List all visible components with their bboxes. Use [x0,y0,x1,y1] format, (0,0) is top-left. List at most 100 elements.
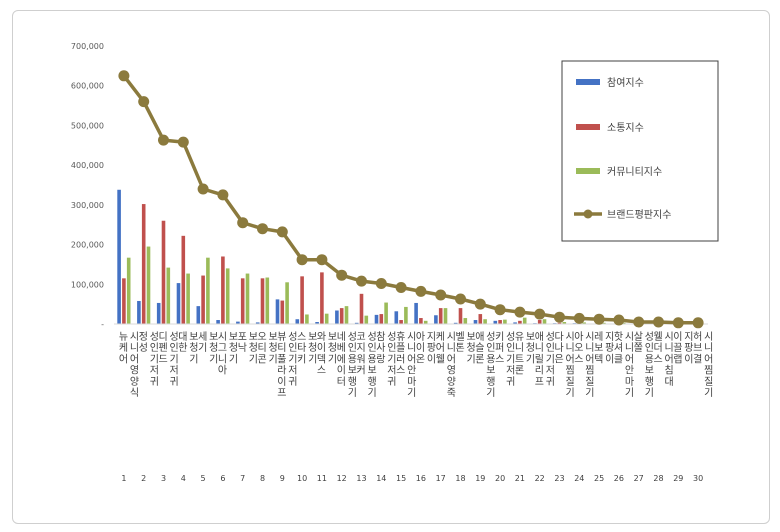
legend-label: 커뮤니티지수 [607,166,662,178]
category-label: 세 기보 청 기 [198,331,218,365]
bar-소통지수 [221,256,225,324]
bar-커뮤니티지수 [186,273,190,324]
category-label: 뉴 케 어시 니 어 영 양 식 [119,331,139,399]
category-label: 살 쫄성 인 용 보 행 기 [634,331,654,399]
y-axis: - 100,000 200,000 300,000 400,000 500,000 600,… [71,42,104,329]
bar-커뮤니티지수 [384,302,388,324]
line-point [197,183,209,195]
category-index: 24 [574,474,584,483]
category-index: 28 [653,474,663,483]
bar-참여지수 [453,322,458,324]
legend-label: 브랜드평판지수 [607,209,671,221]
line-point [395,282,407,293]
bar-커뮤니티지수 [206,257,210,324]
bar-소통지수 [181,235,186,324]
category-index: 25 [594,474,604,483]
line-point [276,226,288,238]
category-label: 이 끌 랩지 팡 이 [673,331,693,365]
category-index: 7 [240,474,245,483]
bar-커뮤니티지수 [404,306,408,324]
category-label: 다 나 은시 니 어 찜 질 기 [555,331,575,399]
category-label: 오 티 콘보 청 기 [258,331,278,365]
bar-커뮤니티지수 [245,273,250,324]
bar-커뮤니티지수 [503,319,507,324]
category-label: 아 오 스시 니 어 찜 질 기 [574,331,594,399]
bar-소통지수 [240,278,245,324]
category-label: 포 낙보 청 기 [238,331,258,365]
line-point [237,217,249,229]
category-label: 휴 플 러 스시 니 어 안 마 기 [396,331,416,399]
category-label: 와 이 덱 스보 청 기 [317,331,337,377]
y-tick-label: 400,000 [71,161,104,170]
category-label: 웰 더 스시 니 어 침 대 [654,331,674,388]
category-index: 9 [280,474,285,483]
category-index: 1 [121,474,126,483]
legend-swatch [576,79,600,85]
bar-커뮤니티지수 [621,322,626,324]
category-label: 대 한보 청 기 [178,331,198,365]
bar-소통지수 [419,318,423,324]
line-point [257,223,268,235]
category-label: 디 펜 드성 인 기 저 귀 [159,331,179,388]
y-tick-label: 700,000 [71,42,104,51]
line-point [455,293,466,305]
bar-참여지수 [295,319,300,324]
y-tick-label: 600,000 [71,82,104,91]
bar-참여지수 [394,311,399,324]
category-label: 시 그 니 아보 청 기 [218,331,238,377]
line-point [672,317,684,329]
category-label: 케 어 웰시 니 어 영 양 죽 [436,331,456,399]
line-point [118,70,130,82]
bar-소통지수 [161,220,166,324]
bar-소통지수 [320,272,324,324]
bar-커뮤니티지수 [166,267,171,324]
line-point [177,136,189,148]
line-point [494,304,506,316]
bar-소통지수 [260,278,265,324]
legend-label: 참여지수 [607,77,644,89]
category-index: 4 [181,474,186,483]
bar-커뮤니티지수 [562,322,567,324]
line-point [554,311,565,323]
bar-참여지수 [374,314,379,324]
bar-커뮤니티지수 [344,306,349,324]
bar-참여지수 [493,320,498,324]
y-tick-label: - [101,320,104,329]
bar-참여지수 [275,299,280,324]
bar-커뮤니티지수 [582,322,586,324]
category-label: 애 슬 론성 인 용 보 행 기 [475,331,495,399]
line-point [316,254,328,266]
bar-커뮤니티지수 [522,317,527,324]
bar-참여지수 [473,320,478,324]
bar-참여지수 [513,322,517,324]
y-tick-label: 200,000 [71,241,104,250]
line-point [138,96,150,108]
bar-커뮤니티지수 [463,318,468,324]
category-index: 16 [416,474,426,483]
category-label: 키 퍼 스성 인 기 저 귀 [495,331,515,388]
bar-소통지수 [122,278,126,324]
category-index: 14 [376,474,386,483]
bar-참여지수 [255,322,260,324]
line-point [296,254,308,266]
line-point [613,314,625,326]
bar-소통지수 [537,320,542,324]
category-label: 허 브 결시 니 어 찜 질 기 [693,331,713,399]
bar-소통지수 [518,320,522,324]
legend-swatch [576,124,600,130]
line-point [435,289,447,301]
category-index: 20 [495,474,505,483]
line-point [593,313,605,325]
legend-label: 소통지수 [607,122,644,134]
line-point [356,275,367,287]
line-point [534,308,546,320]
category-index: 29 [673,474,683,483]
bar-참여지수 [117,189,121,324]
bar-커뮤니티지수 [146,246,151,324]
bar-커뮤니티지수 [364,315,369,324]
line-point [573,312,585,324]
bar-참여지수 [335,310,339,324]
legend-swatch [576,168,600,174]
category-index: 11 [317,474,327,483]
legend-swatch-marker [583,209,593,219]
